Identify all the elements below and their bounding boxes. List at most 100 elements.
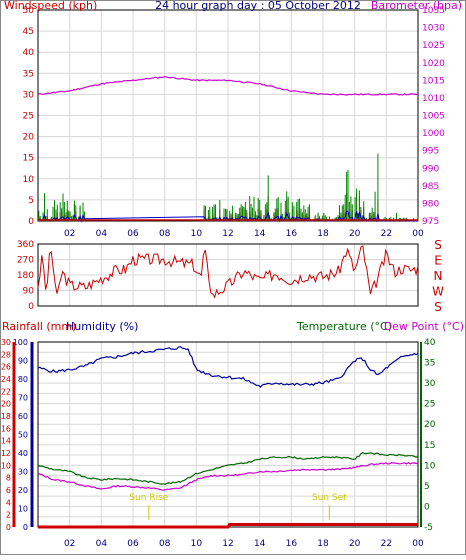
x-tick-label: 22 bbox=[381, 539, 392, 549]
baro-tick-label: 1015 bbox=[422, 76, 445, 86]
temperature-tick-label: -5 bbox=[424, 523, 433, 533]
baro-tick-label: 1010 bbox=[422, 94, 445, 104]
x-tick-label: 18 bbox=[317, 539, 329, 549]
rain-tick-label: 14 bbox=[1, 437, 11, 446]
x-tick-label: 04 bbox=[96, 539, 108, 549]
direction-tick-label: 180 bbox=[17, 271, 34, 281]
humidity-tick-label: 10 bbox=[18, 505, 28, 514]
direction-tick-label: 270 bbox=[17, 256, 34, 266]
wind-tick-label: 10 bbox=[23, 175, 35, 185]
baro-tick-label: 995 bbox=[422, 147, 439, 157]
rain-tick-label: 16 bbox=[1, 424, 11, 433]
compass-label: W bbox=[432, 285, 444, 299]
wind-tick-label: 35 bbox=[23, 69, 34, 79]
compass-label: E bbox=[434, 254, 442, 268]
wind-tick-label: 50 bbox=[23, 6, 35, 16]
temperature-tick-label: 0 bbox=[424, 502, 430, 512]
wind-axis-title: Windspeed (kph) bbox=[4, 0, 97, 12]
x-tick-label: 22 bbox=[381, 229, 392, 239]
dewpoint-line bbox=[37, 461, 419, 491]
humidity-tick-label: 0 bbox=[23, 523, 28, 532]
baro-tick-label: 1025 bbox=[422, 41, 445, 51]
temperature-tick-label: 5 bbox=[424, 482, 430, 492]
rain-tick-label: 18 bbox=[1, 412, 11, 421]
compass-label: N bbox=[434, 269, 443, 283]
wind-tick-label: 25 bbox=[23, 112, 34, 122]
x-tick-label: 20 bbox=[349, 229, 361, 239]
humidity-tick-label: 80 bbox=[18, 375, 28, 384]
direction-tick-label: 90 bbox=[23, 287, 35, 297]
rain-tick-label: 10 bbox=[1, 461, 11, 470]
humidity-tick-label: 30 bbox=[18, 468, 28, 477]
dewpoint-axis-title: Dew Point (°C) bbox=[384, 320, 464, 333]
x-tick-label: 14 bbox=[254, 539, 266, 549]
wind-tick-label: 15 bbox=[23, 154, 34, 164]
temperature-tick-label: 30 bbox=[424, 379, 436, 389]
x-tick-label: 18 bbox=[317, 229, 329, 239]
humidity-tick-label: 100 bbox=[13, 338, 28, 347]
wind-tick-label: 5 bbox=[28, 196, 34, 206]
direction-tick-label: 360 bbox=[17, 240, 34, 250]
x-tick-label: 16 bbox=[286, 539, 298, 549]
humidity-axis-title: Humidity (%) bbox=[66, 320, 138, 333]
rain-tick-label: 28 bbox=[1, 350, 11, 359]
humidity-tick-label: 20 bbox=[18, 486, 28, 495]
x-tick-label: 16 bbox=[286, 229, 298, 239]
temperature-axis-title: Temperature (°C) bbox=[296, 320, 392, 333]
x-tick-label: 10 bbox=[191, 229, 203, 239]
humidity-tick-label: 90 bbox=[18, 357, 28, 366]
rain-tick-label: 26 bbox=[1, 363, 11, 372]
rain-axis-title: Rainfall (mm) bbox=[2, 320, 76, 333]
chart-title: 24 hour graph day : 05 October 2012 bbox=[155, 0, 361, 12]
temperature-tick-label: 15 bbox=[424, 441, 435, 451]
x-tick-label: 06 bbox=[127, 229, 139, 239]
rain-tick-label: 24 bbox=[1, 375, 11, 384]
baro-tick-label: 980 bbox=[422, 199, 439, 209]
x-tick-label: 02 bbox=[64, 229, 75, 239]
baro-tick-label: 1020 bbox=[422, 59, 445, 69]
x-tick-label: 04 bbox=[96, 229, 108, 239]
wind-tick-label: 20 bbox=[23, 133, 35, 143]
rainfall-line bbox=[38, 523, 418, 529]
baro-tick-label: 1005 bbox=[422, 112, 445, 122]
wind-tick-label: 40 bbox=[23, 48, 35, 58]
rain-tick-label: 2 bbox=[6, 511, 11, 520]
rain-tick-label: 12 bbox=[1, 449, 11, 458]
rain-tick-label: 8 bbox=[6, 474, 11, 483]
x-tick-label: 12 bbox=[222, 539, 233, 549]
rain-tick-label: 4 bbox=[6, 498, 11, 507]
humidity-tick-label: 60 bbox=[18, 412, 28, 421]
humidity-line bbox=[37, 346, 419, 388]
sunrise-label: Sun Rise bbox=[129, 493, 168, 503]
x-tick-label: 12 bbox=[222, 229, 233, 239]
baro-tick-label: 1000 bbox=[422, 129, 445, 139]
barometer-line bbox=[37, 75, 419, 96]
sunset-label: Sun Set bbox=[312, 493, 347, 503]
direction-grid-frame bbox=[37, 243, 419, 307]
rain-tick-label: 0 bbox=[6, 523, 11, 532]
compass-label: S bbox=[434, 300, 442, 314]
baro-tick-label: 985 bbox=[422, 182, 439, 192]
temperature-line bbox=[37, 451, 419, 485]
baro-axis-title: Barometer (hpa) bbox=[371, 0, 462, 12]
temperature-tick-label: 25 bbox=[424, 400, 435, 410]
x-tick-label: 10 bbox=[191, 539, 203, 549]
x-tick-label: 14 bbox=[254, 229, 266, 239]
baro-tick-label: 1035 bbox=[422, 6, 445, 16]
temperature-tick-label: 20 bbox=[424, 420, 436, 430]
temperature-tick-label: 35 bbox=[424, 359, 435, 369]
x-tick-label: 00 bbox=[412, 539, 424, 549]
humidity-tick-label: 40 bbox=[18, 449, 28, 458]
humidity-tick-label: 50 bbox=[18, 431, 28, 440]
rain-tick-label: 20 bbox=[1, 400, 11, 409]
x-tick-label: 06 bbox=[127, 539, 139, 549]
humidity-tick-label: 70 bbox=[18, 394, 28, 403]
x-tick-label: 08 bbox=[159, 539, 171, 549]
wind-tick-label: 0 bbox=[28, 217, 34, 227]
baro-tick-label: 975 bbox=[422, 217, 439, 227]
direction-tick-label: 0 bbox=[28, 302, 34, 312]
wind-direction-line bbox=[37, 245, 419, 299]
